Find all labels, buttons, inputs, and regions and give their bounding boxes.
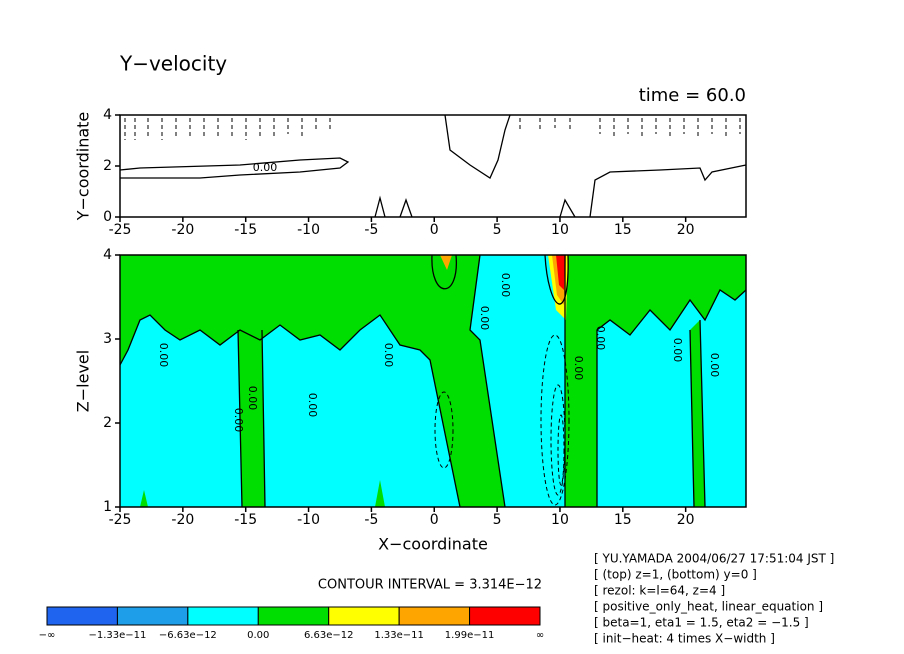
x-axis-label: X−coordinate — [378, 535, 488, 554]
info-line: [ beta=1, eta1 = 1.5, eta2 = −1.5 ] — [594, 616, 809, 630]
x-tick-label: 5 — [493, 222, 502, 238]
x-tick-label: -20 — [171, 222, 194, 238]
y-tick-label: 4 — [103, 107, 112, 123]
y-tick-label: 3 — [103, 331, 112, 347]
x-tick-label: -20 — [171, 512, 194, 528]
x-tick-label: -15 — [234, 222, 257, 238]
x-tick-label: -10 — [297, 222, 320, 238]
y-tick-label: 2 — [103, 415, 112, 431]
info-line: [ init−heat: 4 times X−width ] — [594, 632, 775, 646]
info-line: [ (top) z=1, (bottom) y=0 ] — [594, 568, 757, 582]
x-tick-label: -15 — [234, 512, 257, 528]
contour-label: 0.00 — [594, 326, 607, 351]
y-tick-label: 4 — [103, 247, 112, 263]
chart-title: Y−velocity — [119, 52, 227, 76]
colorbar-label: 6.63e−12 — [304, 630, 354, 641]
x-tick-label: 5 — [493, 512, 502, 528]
x-tick-label: 20 — [677, 512, 695, 528]
x-tick-label: 0 — [430, 222, 439, 238]
contour-label: 0.00 — [671, 338, 684, 363]
x-tick-label: -25 — [109, 512, 132, 528]
colorbar-label: 0.00 — [247, 630, 269, 641]
time-label: time = 60.0 — [639, 85, 746, 106]
colorbar-label: 1.33e−11 — [374, 630, 424, 641]
x-tick-label: -25 — [109, 222, 132, 238]
y-tick-label: 2 — [103, 158, 112, 174]
x-tick-label: 10 — [551, 512, 569, 528]
y-tick-label: 0 — [103, 209, 112, 225]
info-line: [ positive_only_heat, linear_equation ] — [594, 600, 823, 614]
colorbar-swatch — [328, 606, 400, 626]
x-tick-label: 15 — [614, 512, 632, 528]
colorbar-label: −6.63e−12 — [159, 630, 217, 641]
y-axis-label: Z−level — [74, 350, 93, 412]
colorbar-swatch — [257, 606, 330, 626]
info-line: [ rezol: k=l=64, z=4 ] — [594, 584, 725, 598]
contour-label: 0.00 — [499, 273, 512, 298]
contour-label: 0.00 — [232, 408, 245, 433]
x-tick-label: -5 — [364, 512, 378, 528]
contour-label: 0.00 — [572, 356, 585, 381]
bottom-fill — [119, 254, 747, 508]
colorbar-label: −∞ — [39, 630, 56, 641]
colorbar-label: ∞ — [536, 630, 544, 641]
x-tick-label: -5 — [364, 222, 378, 238]
y-tick-label: 1 — [103, 499, 112, 515]
top-contours — [119, 114, 747, 218]
colorbar-swatch — [187, 606, 259, 626]
contour-label: 0.00 — [253, 161, 278, 174]
contour-label: 0.00 — [478, 306, 491, 331]
contour-label: 0.00 — [382, 343, 395, 368]
colorbar-swatch — [469, 606, 541, 626]
x-tick-label: -10 — [297, 512, 320, 528]
contour-interval: CONTOUR INTERVAL = 3.314E−12 — [318, 578, 542, 593]
contour-label: 0.00 — [157, 343, 170, 368]
x-tick-label: 10 — [551, 222, 569, 238]
y-axis-label: Y−coordinate — [74, 112, 93, 222]
x-tick-label: 15 — [614, 222, 632, 238]
colorbar-label: 1.99e−11 — [445, 630, 495, 641]
plot-frame — [119, 254, 747, 508]
colorbar-label: −1.33e−11 — [88, 630, 146, 641]
x-tick-label: 20 — [677, 222, 695, 238]
x-tick-label: 0 — [430, 512, 439, 528]
colorbar-swatch — [116, 606, 189, 626]
info-line: [ YU.YAMADA 2004/06/27 17:51:04 JST ] — [594, 552, 834, 566]
colorbar-swatch — [46, 606, 118, 626]
contour-label: 0.00 — [246, 386, 259, 411]
contour-label: 0.00 — [708, 353, 721, 378]
contour-label: 0.00 — [306, 393, 319, 418]
colorbar-swatch — [398, 606, 471, 626]
